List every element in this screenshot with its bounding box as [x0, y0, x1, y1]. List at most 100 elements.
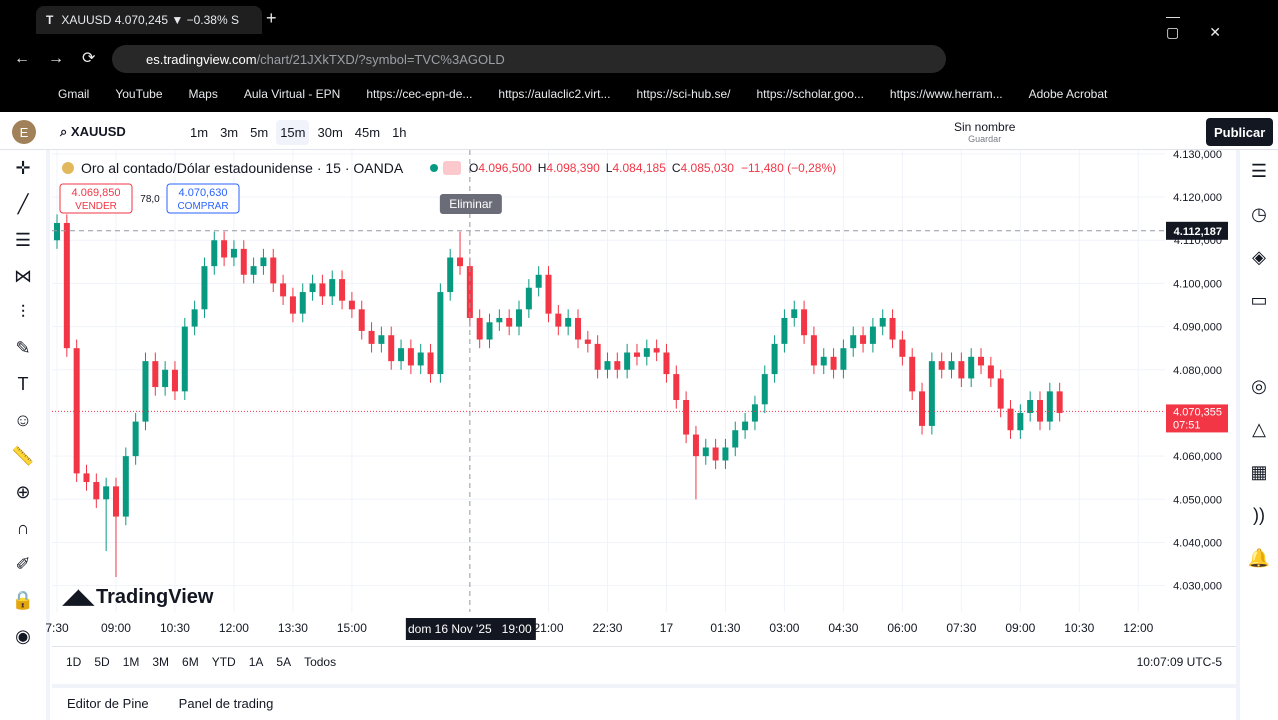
- bookmark[interactable]: Aula Virtual - EPN: [243, 87, 341, 101]
- candle-body: [919, 391, 926, 426]
- range[interactable]: 1D: [66, 654, 82, 669]
- range[interactable]: 3M: [152, 654, 170, 669]
- y-tick-label: 4.050,000: [1173, 494, 1222, 506]
- candle-body: [1037, 399, 1043, 422]
- tab-icon: T: [46, 13, 54, 27]
- interval[interactable]: 3m: [220, 124, 239, 140]
- candle-body: [771, 343, 778, 375]
- buy-price: 4.070,630: [179, 187, 228, 199]
- x-tick-label: 21:00: [533, 621, 563, 635]
- buy-box[interactable]: [166, 183, 240, 214]
- candle-body: [122, 456, 129, 517]
- avatar[interactable]: E: [12, 120, 36, 144]
- layout[interactable]: Sin nombre Guardar: [954, 120, 1015, 144]
- interval[interactable]: 5m: [250, 124, 269, 140]
- range[interactable]: 1M: [122, 654, 140, 669]
- x-tick-label: 12:00: [1123, 621, 1153, 635]
- x-tick-label: 7:30: [45, 621, 69, 635]
- candle-body: [447, 257, 454, 293]
- bookmark[interactable]: Maps: [188, 87, 218, 101]
- candle-body: [112, 486, 119, 517]
- bookmark[interactable]: https://cec-epn-de...: [366, 87, 473, 101]
- bookmark[interactable]: https://aulaclic2.virt...: [498, 87, 611, 101]
- bookmarks-bar: Gmail YouTube Maps Aula Virtual - EPN https:…: [58, 85, 1107, 103]
- ohlc-item: 4.096,500: [478, 161, 532, 175]
- candle-body: [417, 352, 424, 366]
- status-dot: [430, 164, 438, 172]
- candle-body: [987, 365, 994, 379]
- candle-body: [692, 434, 699, 457]
- candle-body: [820, 356, 827, 366]
- x-tick-label: 06:00: [887, 621, 917, 635]
- bookmark[interactable]: https://sci-hub.se/: [636, 87, 731, 101]
- y-tick-label: 4.100,000: [1173, 278, 1222, 290]
- range[interactable]: YTD: [211, 654, 236, 669]
- candle-body: [368, 330, 375, 344]
- window-controls[interactable]: —▢✕: [1166, 8, 1251, 40]
- candle-body: [329, 279, 336, 297]
- last-price-label: 4.070,355: [1173, 406, 1222, 418]
- bottom-tab[interactable]: Panel de trading: [178, 695, 274, 711]
- candle-body: [240, 248, 247, 275]
- ohlc-item: 4.098,390: [546, 161, 600, 175]
- bookmark[interactable]: YouTube: [115, 87, 163, 101]
- range[interactable]: 5D: [94, 654, 110, 669]
- candle-body: [1056, 391, 1063, 413]
- bookmark[interactable]: https://www.herram...: [889, 87, 1003, 101]
- active-tab[interactable]: T XAUUSD 4.070,245 ▼ −0.38% S: [36, 6, 262, 34]
- publish-button[interactable]: Publicar: [1206, 118, 1274, 146]
- candle-body: [850, 335, 857, 349]
- y-tick-label: 4.130,000: [1173, 149, 1222, 161]
- candle-body: [673, 374, 680, 400]
- candle-body: [63, 222, 70, 349]
- bookmark[interactable]: https://scholar.goo...: [756, 87, 864, 101]
- interval[interactable]: 45m: [354, 124, 381, 140]
- candle-body: [683, 399, 690, 435]
- interval[interactable]: 1h: [392, 124, 407, 140]
- candle-body: [201, 266, 208, 310]
- ranges: 1D 5D 1M 3M 6M YTD 1A 5A Todos: [66, 655, 336, 669]
- x-tick-label: 09:00: [101, 621, 131, 635]
- candle-body: [162, 369, 169, 388]
- address-bar[interactable]: es.tradingview.com/chart/21JXkTXD/?symbo…: [112, 45, 946, 73]
- candle-body: [211, 240, 218, 267]
- range[interactable]: 6M: [182, 654, 199, 669]
- chart-title: Oro al contado/Dólar estadounidense · 15…: [81, 160, 404, 176]
- candle-body: [948, 361, 955, 370]
- candle-body: [525, 287, 532, 310]
- y-tick-label: 4.080,000: [1173, 365, 1222, 377]
- candle-body: [643, 348, 650, 357]
- candle-body: [653, 348, 660, 353]
- drawing-tools[interactable]: ✛ ╱ ☰ ⋈ ⫶ ✎ T ☺ 📏 ⊕ ∩ ✐ 🔒 ◉: [0, 150, 50, 720]
- interval[interactable]: 1m: [190, 124, 209, 140]
- x-tick-label: 12:00: [219, 621, 249, 635]
- right-sidebar[interactable]: ☰ ◷ ◈ ▭ ◎ △ ▦)) 🔔: [1236, 150, 1278, 720]
- candle-body: [1017, 412, 1024, 431]
- candle-body: [260, 257, 267, 267]
- candle-body: [181, 326, 188, 392]
- candle-body: [761, 374, 768, 405]
- range[interactable]: Todos: [304, 654, 337, 669]
- interval[interactable]: 15m: [276, 119, 310, 145]
- crosshair-price: 4.112,187: [1174, 226, 1222, 238]
- sell-box[interactable]: [59, 183, 133, 214]
- candle-body: [830, 356, 837, 370]
- interval[interactable]: 30m: [317, 124, 343, 140]
- candle-body: [103, 486, 110, 500]
- candle-body: [398, 348, 405, 362]
- nav-buttons[interactable]: ←→⟳: [14, 50, 114, 67]
- candle-body: [742, 421, 749, 431]
- tv-toolbar: E ⌕ XAUUSD 1m 3m 5m 15m 30m 45m 1h Sin nombre G…: [0, 114, 1278, 150]
- bookmark[interactable]: Adobe Acrobat: [1028, 87, 1108, 101]
- symbol-search[interactable]: ⌕ XAUUSD: [60, 124, 126, 139]
- ohlc-item: 4.085,030: [681, 161, 735, 175]
- y-tick-label: 4.060,000: [1173, 451, 1222, 463]
- range[interactable]: 1A: [248, 654, 264, 669]
- bottom-tab[interactable]: Editor de Pine: [67, 695, 149, 711]
- bookmark[interactable]: Gmail: [58, 87, 90, 101]
- crosshair-time-box: [405, 618, 536, 640]
- bottom-tabs: Editor de Pine Panel de trading: [52, 684, 1236, 718]
- range[interactable]: 5A: [276, 654, 292, 669]
- candle-body: [221, 240, 228, 258]
- new-tab[interactable]: +: [266, 8, 277, 28]
